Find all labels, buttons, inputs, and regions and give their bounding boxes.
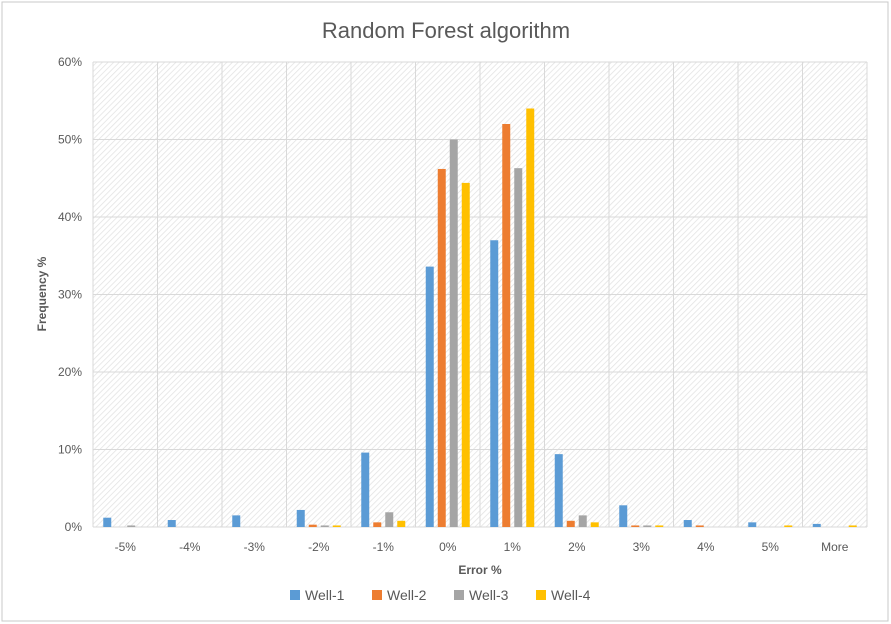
bar bbox=[643, 525, 652, 527]
bar bbox=[127, 525, 136, 527]
bar bbox=[397, 520, 406, 527]
bar bbox=[695, 525, 704, 527]
gridlines bbox=[92, 61, 868, 528]
bar bbox=[332, 525, 341, 527]
y-axis-ticks: 0% 10% 20% 30% 40% 50% 60% bbox=[58, 55, 82, 534]
x-tick-label: -4% bbox=[179, 540, 201, 554]
y-tick-label: 20% bbox=[58, 365, 82, 379]
legend: Well-1 Well-2 Well-3 Well-4 bbox=[290, 587, 591, 603]
bar bbox=[631, 525, 640, 527]
chart-title: Random Forest algorithm bbox=[322, 18, 570, 43]
x-tick-label: -3% bbox=[244, 540, 266, 554]
legend-label: Well-1 bbox=[305, 587, 345, 603]
x-axis-ticks: -5% -4% -3% -2% -1% 0% 1% 2% 3% 4% 5% More bbox=[115, 540, 849, 554]
legend-swatch bbox=[536, 590, 546, 600]
bar bbox=[554, 454, 563, 527]
y-tick-label: 50% bbox=[58, 133, 82, 147]
x-tick-label: 0% bbox=[439, 540, 457, 554]
bar bbox=[437, 168, 446, 527]
legend-label: Well-3 bbox=[469, 587, 509, 603]
bar bbox=[308, 524, 317, 527]
x-tick-label: 1% bbox=[504, 540, 522, 554]
bar bbox=[490, 240, 499, 527]
y-tick-label: 0% bbox=[65, 520, 83, 534]
bar bbox=[425, 266, 434, 527]
bar bbox=[590, 522, 599, 527]
x-tick-label: -2% bbox=[308, 540, 330, 554]
y-tick-label: 10% bbox=[58, 443, 82, 457]
bar bbox=[502, 124, 511, 527]
bar bbox=[167, 520, 176, 527]
x-tick-label: 2% bbox=[568, 540, 586, 554]
bar bbox=[812, 523, 821, 527]
bar bbox=[320, 525, 329, 527]
bar bbox=[578, 515, 587, 527]
bar bbox=[361, 452, 370, 527]
bar bbox=[566, 520, 575, 527]
bars bbox=[103, 108, 857, 528]
bar bbox=[848, 525, 857, 527]
y-tick-label: 60% bbox=[58, 55, 82, 69]
y-tick-label: 40% bbox=[58, 210, 82, 224]
bar bbox=[461, 182, 470, 527]
x-tick-label: 4% bbox=[697, 540, 715, 554]
bar bbox=[449, 139, 458, 527]
bar bbox=[619, 505, 628, 527]
legend-swatch bbox=[372, 590, 382, 600]
bar bbox=[373, 522, 382, 527]
bar bbox=[385, 512, 394, 527]
bar bbox=[784, 525, 793, 527]
bar bbox=[514, 168, 523, 528]
legend-swatch bbox=[290, 590, 300, 600]
bar bbox=[526, 108, 535, 527]
x-tick-label: -5% bbox=[115, 540, 137, 554]
bar bbox=[103, 517, 112, 527]
bar bbox=[296, 509, 305, 527]
x-tick-label: -1% bbox=[373, 540, 395, 554]
bar bbox=[748, 522, 757, 527]
y-tick-label: 30% bbox=[58, 288, 82, 302]
x-tick-label: 5% bbox=[762, 540, 780, 554]
legend-label: Well-4 bbox=[551, 587, 591, 603]
x-tick-label: 3% bbox=[633, 540, 651, 554]
legend-swatch bbox=[454, 590, 464, 600]
bar bbox=[655, 525, 664, 527]
y-axis-title: Frequency % bbox=[35, 256, 49, 331]
x-tick-label: More bbox=[821, 540, 849, 554]
bar bbox=[232, 515, 241, 527]
x-axis-title: Error % bbox=[458, 563, 502, 577]
bar bbox=[683, 520, 692, 527]
legend-label: Well-2 bbox=[387, 587, 427, 603]
